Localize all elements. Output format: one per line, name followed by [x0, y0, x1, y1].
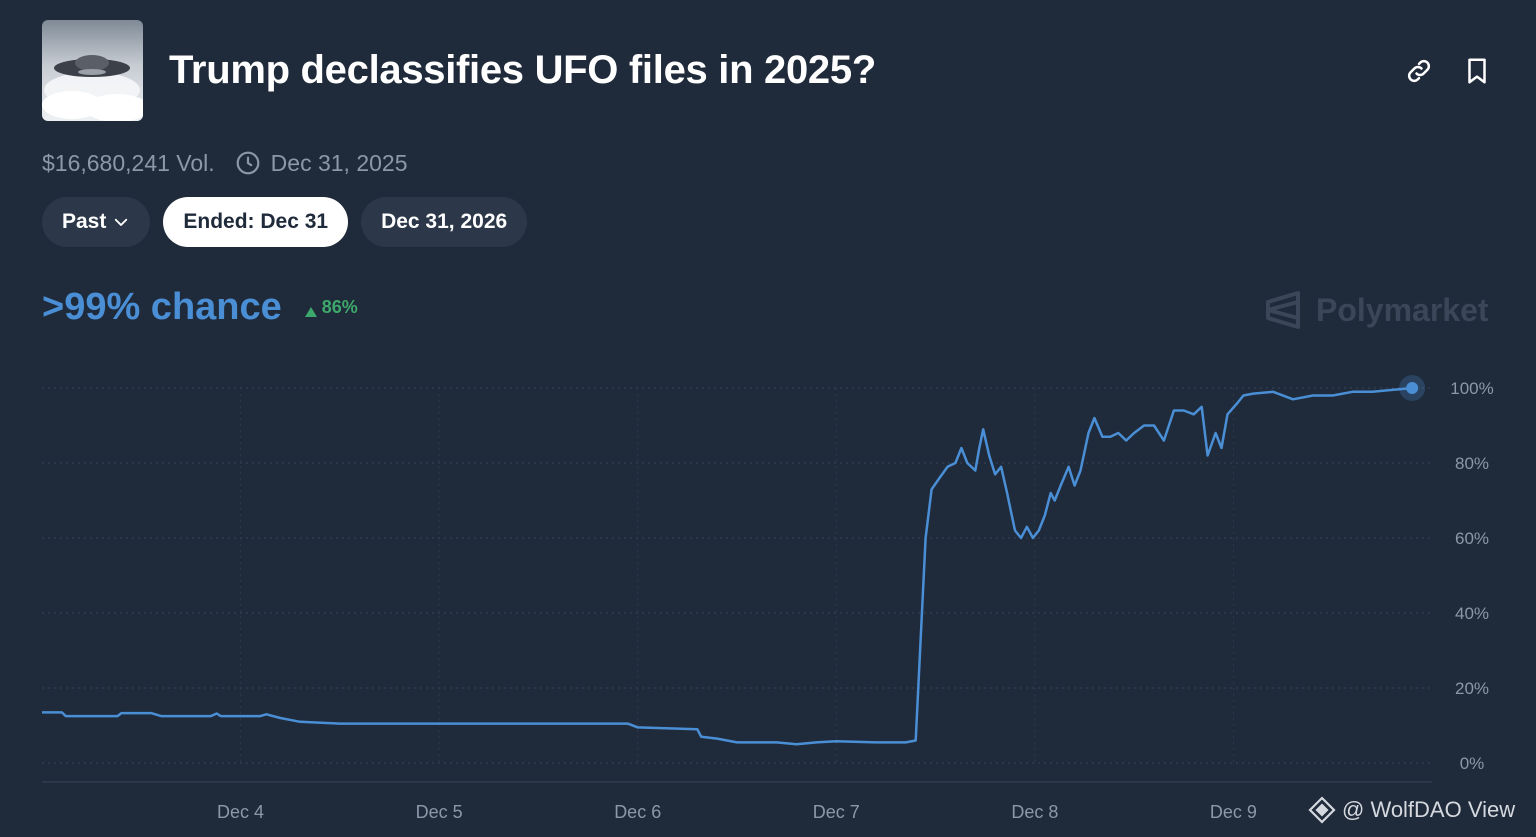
y-tick-label: 0% [1460, 754, 1485, 773]
triangle-up-icon [304, 302, 318, 317]
past-label: Past [62, 210, 107, 233]
market-header: Trump declassifies UFO files in 2025? [42, 20, 1494, 122]
future-date-pill[interactable]: Dec 31, 2026 [361, 197, 528, 247]
x-tick-label: Dec 7 [813, 802, 860, 822]
y-tick-label: 100% [1450, 379, 1493, 398]
chance-delta: 86% [304, 297, 358, 318]
y-tick-label: 40% [1455, 604, 1489, 623]
watermark-text: @ WolfDAO View [1342, 797, 1516, 822]
link-icon[interactable] [1404, 56, 1434, 86]
clock-icon [235, 150, 261, 176]
series-line [42, 386, 1413, 746]
chance-text: >99% chance [42, 286, 282, 328]
x-tick-label: Dec 4 [217, 802, 264, 822]
chance-delta-value: 86% [321, 297, 358, 317]
end-date-text: Dec 31, 2025 [270, 149, 408, 176]
market-meta: $16,680,241 Vol. Dec 31, 2025 [42, 149, 408, 177]
market-title: Trump declassifies UFO files in 2025? [169, 48, 876, 92]
current-point [1406, 382, 1419, 394]
x-tick-label: Dec 5 [416, 802, 463, 822]
x-tick-label: Dec 8 [1011, 802, 1058, 822]
past-dropdown-button[interactable]: Past [42, 197, 151, 247]
diamond-logo-icon [1308, 796, 1336, 824]
watermark: @ WolfDAO View [1308, 796, 1515, 824]
y-tick-label: 20% [1455, 679, 1489, 698]
market-thumbnail [42, 20, 143, 121]
chance-summary: >99% chance 86% [42, 286, 358, 329]
volume-text: $16,680,241 Vol. [42, 149, 215, 176]
y-tick-label: 60% [1455, 529, 1489, 548]
x-tick-label: Dec 9 [1210, 802, 1257, 822]
brand-name: Polymarket [1316, 291, 1489, 328]
y-tick-label: 80% [1455, 454, 1489, 473]
polymarket-brand: Polymarket [1264, 290, 1489, 330]
chevron-down-icon [112, 213, 130, 231]
date-filter-pills: Past Ended: Dec 31 Dec 31, 2026 [42, 197, 528, 247]
probability-chart[interactable]: 100% 80% 60% 40% 20% 0% Dec 4 Dec 5 Dec 6 Dec 7 De… [0, 360, 1536, 837]
x-tick-label: Dec 6 [614, 802, 661, 822]
polymarket-logo-icon [1264, 290, 1302, 330]
bookmark-icon[interactable] [1462, 56, 1492, 86]
ended-date-pill[interactable]: Ended: Dec 31 [163, 197, 349, 247]
